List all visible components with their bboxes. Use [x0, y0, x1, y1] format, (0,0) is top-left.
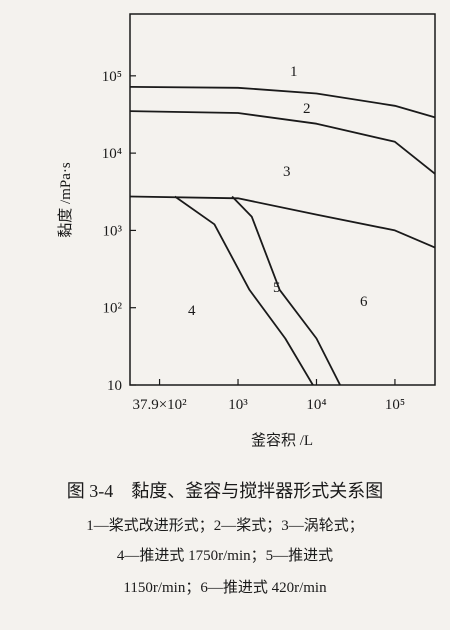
caption-line: 1150r/min；6—推进式 420r/min [123, 579, 327, 596]
caption-line: 1—桨式改进形式；2—桨式；3—涡轮式； [86, 517, 364, 534]
y-axis-label: 黏度 /mPa·s [57, 162, 74, 238]
x-tick-label: 37.9×10² [132, 397, 187, 413]
caption-title: 图 3-4 黏度、釜容与搅拌器形式关系图 [67, 481, 384, 501]
curve [231, 195, 341, 386]
plot-frame [129, 13, 436, 386]
x-tick-label: 10³ [228, 397, 248, 413]
curve [129, 86, 436, 119]
curve [174, 195, 314, 386]
annotation: 4 [188, 303, 196, 319]
y-tick-label: 10⁴ [102, 146, 122, 162]
annotation: 6 [360, 294, 368, 310]
curve [129, 110, 436, 175]
annotation: 2 [303, 101, 311, 117]
y-tick-label: 10⁵ [102, 69, 122, 85]
y-tick-label: 10² [103, 301, 123, 317]
y-tick-label: 10 [107, 378, 122, 394]
x-tick-label: 10⁴ [306, 397, 326, 413]
caption-line: 4—推进式 1750r/min；5—推进式 [117, 547, 333, 564]
x-axis-label: 釜容积 /L [251, 432, 313, 449]
annotation: 5 [273, 280, 281, 296]
y-tick-label: 10³ [103, 223, 123, 239]
annotation: 3 [283, 164, 291, 180]
annotation: 1 [290, 64, 298, 80]
x-tick-label: 10⁵ [385, 397, 405, 413]
curve [129, 195, 436, 249]
